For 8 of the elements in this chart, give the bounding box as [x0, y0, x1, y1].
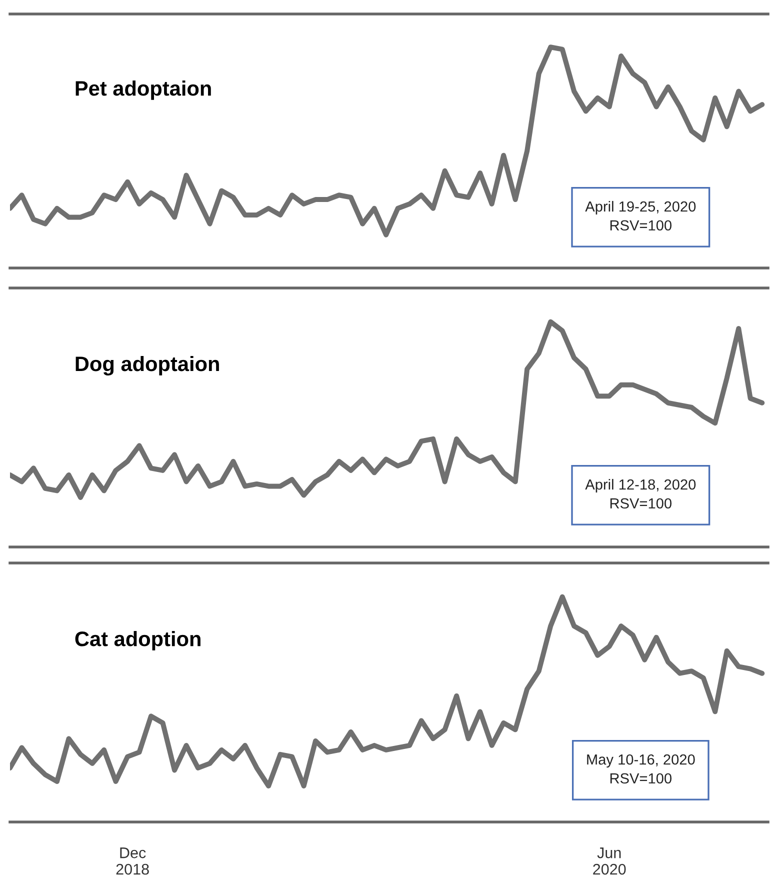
annotation: May 10-16, 2020 RSV=100 — [587, 754, 695, 784]
text: Pet adoptaion — [76, 80, 211, 100]
annotation: April 12-18, 2020 RSV=100 — [585, 478, 696, 509]
x-tick-label: Jun 2020 — [593, 848, 626, 875]
annotation: April 19-25, 2020 RSV=100 — [585, 200, 696, 231]
x-tick-label: Dec 2018 — [116, 848, 149, 875]
text: Dog adoptaion — [76, 356, 219, 376]
text: Cat adoption — [75, 630, 200, 650]
